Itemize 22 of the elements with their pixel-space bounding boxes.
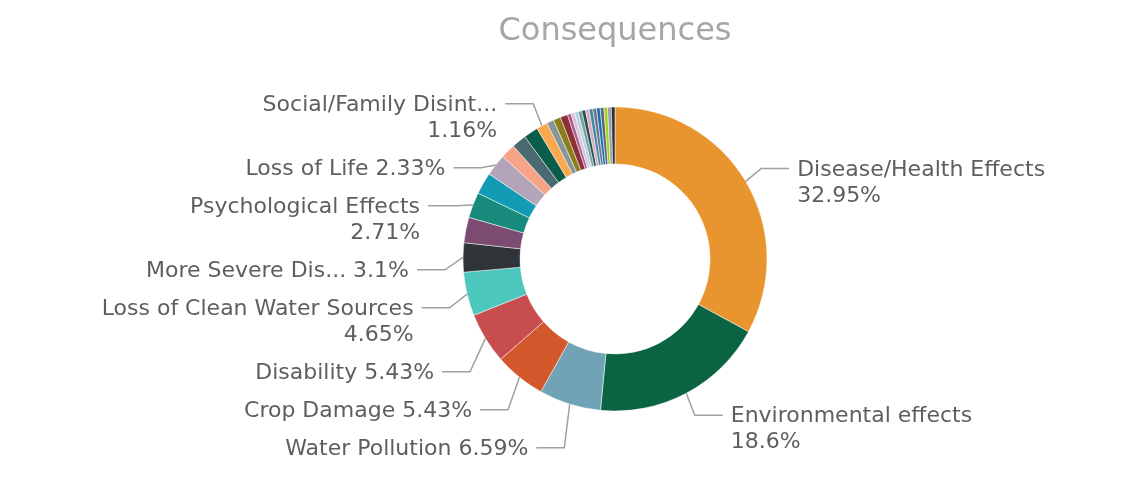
data-label: 2.71% xyxy=(350,218,421,244)
slice-label: More Severe Dis... xyxy=(145,256,347,282)
data-label: 1.16% xyxy=(427,116,498,142)
data-label: 32.95% xyxy=(797,181,882,207)
data-label: 5.43% xyxy=(402,396,473,422)
data-label: 4.65% xyxy=(343,320,414,346)
slice-label: Disability xyxy=(255,358,358,384)
slice-label: Environmental effects xyxy=(730,402,973,428)
slice-label: Crop Damage xyxy=(244,396,396,422)
slice-label: Loss of Life xyxy=(245,154,369,180)
slice-label: Loss of Clean Water Sources xyxy=(101,294,414,320)
data-label: 5.43% xyxy=(364,358,435,384)
chart-title: Consequences xyxy=(498,10,732,48)
data-label: 18.6% xyxy=(730,428,801,454)
donut-slice xyxy=(607,106,613,165)
slice-label: Water Pollution xyxy=(285,434,452,460)
data-label: 3.1% xyxy=(353,256,410,282)
slice-label: Psychological Effects xyxy=(190,192,421,218)
data-label: 6.59% xyxy=(458,434,529,460)
slice-label: Social/Family Disint... xyxy=(262,90,498,116)
data-label: 2.33% xyxy=(375,154,446,180)
slice-label: Disease/Health Effects xyxy=(797,155,1046,181)
